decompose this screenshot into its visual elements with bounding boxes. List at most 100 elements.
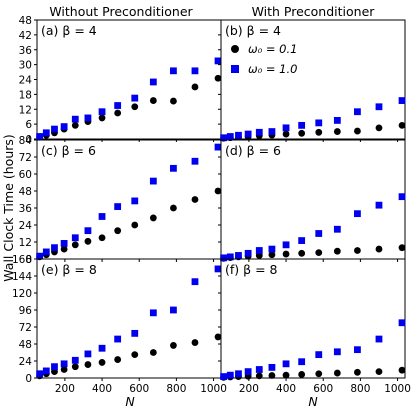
data-point-omega0-1.0: [398, 97, 406, 104]
panel-f: 200 400 600 800 1000 (f) β = 8: [218, 258, 411, 395]
data-point-omega0-1.0: [226, 133, 234, 140]
panel-b: (b) β = 4 ω₀ = 0.1 ω₀ = 1.0: [218, 19, 406, 142]
y-tick-label: 72: [19, 322, 32, 334]
y-tick-label: 0: [25, 134, 32, 146]
data-point-omega0-1.0: [114, 335, 122, 343]
data-point-omega0-0.1: [375, 124, 383, 132]
y-tick-label: 120: [12, 288, 32, 300]
data-point-omega0-0.1: [214, 333, 222, 341]
data-point-omega0-0.1: [191, 339, 199, 346]
data-point-omega0-1.0: [214, 57, 222, 65]
data-point-omega0-0.1: [354, 368, 361, 376]
y-tick-label: 48: [19, 186, 32, 198]
data-point-omega0-0.1: [60, 245, 68, 253]
y-tick-label: 0: [25, 373, 32, 385]
x-tick-label: 400: [92, 383, 112, 395]
data-point-omega0-1.0: [149, 309, 157, 317]
data-point-omega0-1.0: [51, 244, 58, 252]
data-point-omega0-0.1: [282, 371, 290, 379]
data-point-omega0-1.0: [214, 265, 222, 273]
data-point-omega0-0.1: [149, 349, 157, 356]
data-point-omega0-1.0: [149, 78, 157, 86]
data-point-omega0-0.1: [333, 247, 341, 255]
data-point-omega0-1.0: [298, 121, 306, 129]
y-tick-label: 18: [19, 89, 32, 101]
data-point-omega0-0.1: [191, 83, 199, 91]
data-point-omega0-0.1: [315, 249, 323, 257]
y-tick-label: 84: [19, 135, 33, 147]
x-tick-label: 200: [239, 383, 259, 395]
y-tick-label: 24: [19, 356, 33, 368]
data-point-omega0-1.0: [84, 350, 92, 358]
data-point-omega0-0.1: [114, 227, 122, 235]
panel-title: (b) β = 4: [225, 23, 281, 38]
x-tick-label: 600: [129, 383, 149, 395]
data-point-omega0-1.0: [235, 252, 242, 259]
data-point-omega0-0.1: [191, 196, 199, 203]
x-axis-label-left: N: [125, 394, 135, 409]
y-tick-label: 36: [19, 45, 33, 57]
data-point-omega0-1.0: [60, 123, 68, 131]
data-point-omega0-1.0: [375, 103, 383, 111]
panel-frame: [220, 258, 406, 379]
data-point-omega0-1.0: [244, 368, 252, 376]
data-point-omega0-1.0: [226, 253, 234, 261]
data-point-omega0-0.1: [114, 109, 122, 117]
data-point-omega0-1.0: [333, 348, 341, 356]
data-point-omega0-0.1: [333, 369, 341, 377]
data-point-omega0-0.1: [333, 128, 341, 135]
data-point-omega0-0.1: [282, 250, 290, 258]
y-tick-label: 168: [12, 254, 32, 266]
data-point-omega0-1.0: [315, 230, 323, 237]
y-tick-label: 12: [19, 237, 32, 249]
legend-label: ω₀ = 1.0: [248, 62, 297, 76]
data-point-omega0-1.0: [375, 335, 383, 343]
panel-e: 0 24 48 72 96 120 144 168 200 400 600 800 1000 (e) β …: [12, 254, 227, 395]
data-point-omega0-1.0: [42, 129, 50, 137]
data-point-omega0-0.1: [315, 370, 323, 378]
y-tick-label: 6: [25, 119, 32, 131]
data-point-omega0-1.0: [268, 245, 276, 253]
legend-marker-square: [231, 65, 239, 73]
y-tick-label: 144: [12, 271, 32, 283]
data-point-omega0-0.1: [71, 121, 79, 129]
y-tick-label: 48: [19, 339, 32, 351]
data-point-omega0-0.1: [282, 130, 290, 138]
data-point-omega0-1.0: [354, 210, 361, 218]
data-point-omega0-1.0: [42, 248, 50, 256]
data-point-omega0-1.0: [255, 247, 263, 254]
y-tick-label: 0: [25, 254, 32, 266]
data-point-omega0-0.1: [298, 371, 306, 378]
data-point-omega0-1.0: [282, 241, 290, 249]
data-point-omega0-1.0: [98, 108, 106, 116]
legend-label: ω₀ = 0.1: [248, 42, 297, 56]
data-point-omega0-1.0: [98, 344, 106, 352]
data-point-omega0-0.1: [268, 251, 276, 259]
data-point-omega0-1.0: [333, 225, 341, 233]
data-point-omega0-0.1: [315, 128, 323, 136]
y-tick-label: 12: [19, 104, 32, 116]
data-point-omega0-0.1: [149, 97, 157, 104]
panel-title: (f) β = 8: [225, 262, 278, 277]
data-point-omega0-1.0: [71, 115, 79, 123]
x-tick-label: 800: [166, 383, 186, 395]
data-point-omega0-0.1: [398, 121, 406, 129]
data-point-omega0-1.0: [333, 117, 341, 124]
data-point-omega0-1.0: [71, 234, 79, 242]
y-axis-label: Wall Clock Time (hours): [1, 134, 16, 282]
data-point-omega0-1.0: [170, 164, 177, 172]
data-point-omega0-1.0: [71, 356, 79, 364]
data-point-omega0-1.0: [375, 201, 383, 209]
data-point-omega0-0.1: [170, 342, 177, 349]
panel-title: (c) β = 6: [41, 143, 96, 158]
data-point-omega0-1.0: [84, 227, 92, 235]
x-tick-label: 200: [55, 383, 75, 395]
data-point-omega0-1.0: [36, 252, 44, 260]
y-tick-label: 24: [19, 220, 33, 232]
data-point-omega0-0.1: [131, 351, 139, 359]
data-point-omega0-1.0: [268, 363, 276, 371]
data-point-omega0-0.1: [214, 74, 222, 82]
panel-c: 0 12 24 36 48 60 72 84 (c) β = 6: [19, 135, 222, 266]
y-tick-label: 48: [19, 15, 32, 27]
